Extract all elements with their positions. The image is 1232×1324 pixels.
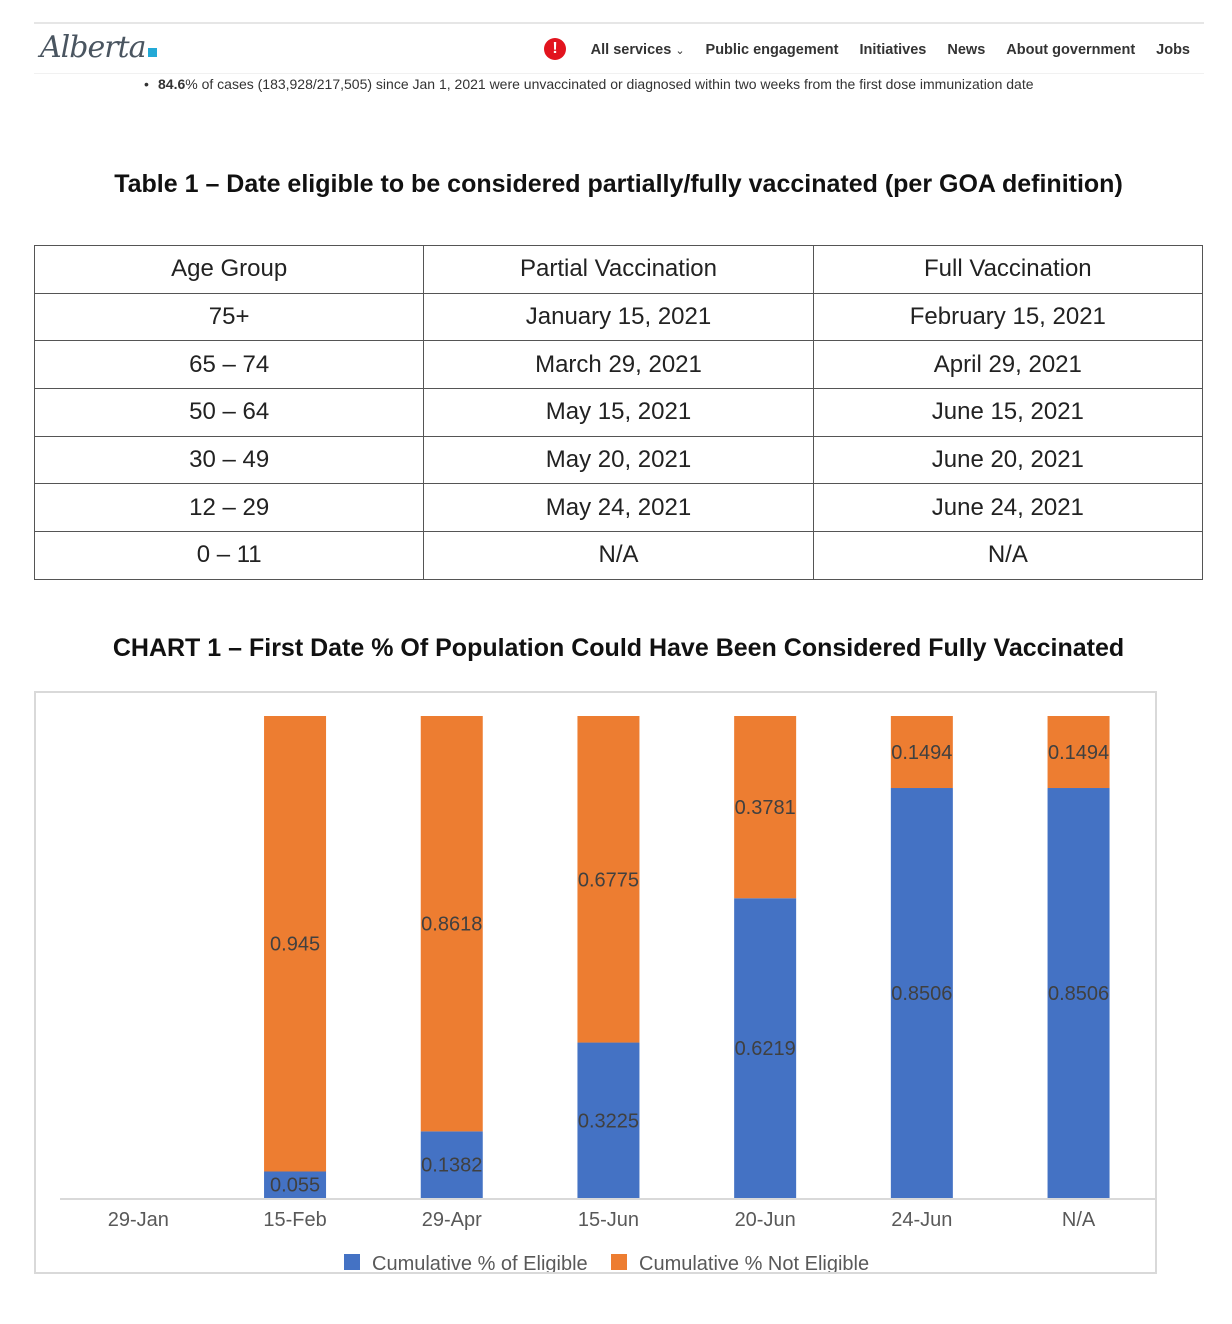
table-cell: 75+ [33, 292, 425, 342]
nav-about-government[interactable]: About government [1006, 42, 1136, 58]
table-cell: N/A [423, 531, 814, 580]
bar-segment [264, 716, 327, 1172]
chart-title: CHART 1 – First Date % Of Population Cou… [112, 634, 1125, 662]
eligibility-table: Age Group Partial Vaccination Full Vaccina… [33, 245, 1204, 580]
bar-segment [420, 716, 483, 1132]
column-header: Age Group [33, 245, 425, 294]
bar-segment [734, 716, 797, 899]
exclamation-icon[interactable]: ! [544, 38, 566, 60]
stacked-bar-chart: 29-Jan 0.055 0.945 15-Feb 0.1382 0.8618 29-Apr… [60, 716, 1157, 1275]
nav-initiatives[interactable]: Initiatives [859, 42, 927, 58]
x-tick-label: 24-Jun [891, 1209, 952, 1231]
table-cell: June 15, 2021 [812, 388, 1204, 437]
table-cell: June 20, 2021 [812, 435, 1204, 485]
table-row: 12 – 29 May 24, 2021 June 24, 2021 [33, 483, 1204, 533]
stat-bullet: 84.6% of cases (183,928/217,505) since J… [144, 76, 1034, 92]
bar-segment [577, 1042, 640, 1198]
bar-segment [264, 1171, 327, 1198]
x-tick-label: 20-Jun [735, 1209, 796, 1231]
table-cell: 65 – 74 [33, 340, 425, 390]
table-cell: 12 – 29 [33, 483, 425, 533]
x-tick-label: 29-Jan [108, 1209, 169, 1231]
table-cell: N/A [812, 531, 1204, 580]
data-label: 0.6775 [578, 869, 639, 891]
table-row: 30 – 49 May 20, 2021 June 20, 2021 [33, 435, 1204, 485]
nav-news[interactable]: News [947, 42, 986, 58]
table-row: 0 – 11 N/A N/A [33, 531, 1204, 580]
alberta-logo[interactable]: Alberta [40, 30, 157, 65]
chart-container: 29-Jan 0.055 0.945 15-Feb 0.1382 0.8618 29-Apr… [34, 691, 1157, 1275]
table-row: 50 – 64 May 15, 2021 June 15, 2021 [33, 388, 1204, 437]
column-header: Full Vaccination [812, 245, 1204, 294]
legend-label: Cumulative % Not Eligible [639, 1253, 869, 1272]
nav-public-engagement[interactable]: Public engagement [705, 42, 839, 58]
site-header: Alberta ! All services ⌄ Public engageme… [34, 24, 1204, 74]
table-row: 75+ January 15, 2021 February 15, 2021 [33, 292, 1204, 342]
bar-segment [577, 716, 640, 1043]
x-tick-label: N/A [1062, 1209, 1096, 1231]
table-row: 65 – 74 March 29, 2021 April 29, 2021 [33, 340, 1204, 390]
data-label: 0.055 [270, 1175, 320, 1197]
table-cell: June 24, 2021 [812, 483, 1204, 533]
data-label: 0.6219 [735, 1038, 796, 1060]
chevron-down-icon: ⌄ [675, 45, 685, 57]
table-cell: February 15, 2021 [812, 292, 1204, 342]
legend-label: Cumulative % of Eligible [372, 1253, 588, 1272]
table-cell: March 29, 2021 [423, 340, 814, 390]
bar-segment [734, 898, 797, 1198]
data-label: 0.1382 [421, 1155, 482, 1177]
x-tick-label: 15-Feb [263, 1209, 326, 1231]
bar-segment [420, 1131, 483, 1198]
x-tick-label: 15-Jun [578, 1209, 639, 1231]
table-cell: May 20, 2021 [423, 435, 814, 485]
table-cell: May 15, 2021 [423, 388, 814, 437]
table-cell: May 24, 2021 [423, 483, 814, 533]
nav-all-services[interactable]: All services ⌄ [590, 42, 685, 58]
data-label: 0.8618 [421, 914, 482, 936]
data-label: 0.1494 [1048, 742, 1109, 764]
legend-swatch [611, 1254, 627, 1270]
bar-segment [1047, 788, 1110, 1198]
bar-segment [890, 788, 953, 1198]
legend-swatch [344, 1254, 360, 1270]
table-cell: January 15, 2021 [423, 292, 814, 342]
top-divider [34, 22, 1204, 24]
table-header-row: Age Group Partial Vaccination Full Vaccina… [33, 245, 1204, 294]
main-nav: All services ⌄ Public engagement Initiat… [591, 42, 1190, 58]
data-label: 0.945 [270, 934, 320, 956]
table-cell: 30 – 49 [33, 435, 425, 485]
nav-jobs[interactable]: Jobs [1156, 42, 1190, 58]
table-title: Table 1 – Date eligible to be considered… [114, 170, 1123, 198]
data-label: 0.3225 [578, 1110, 639, 1132]
column-header: Partial Vaccination [423, 245, 814, 294]
table-cell: April 29, 2021 [812, 340, 1204, 390]
x-tick-label: 29-Apr [422, 1209, 482, 1231]
data-label: 0.3781 [735, 797, 796, 819]
data-label: 0.1494 [891, 742, 952, 764]
data-label: 0.8506 [1048, 983, 1109, 1005]
bar-segment [1047, 716, 1110, 789]
bar-segment [890, 716, 953, 789]
table-cell: 50 – 64 [33, 388, 425, 437]
data-label: 0.8506 [891, 983, 952, 1005]
table-cell: 0 – 11 [33, 531, 425, 580]
